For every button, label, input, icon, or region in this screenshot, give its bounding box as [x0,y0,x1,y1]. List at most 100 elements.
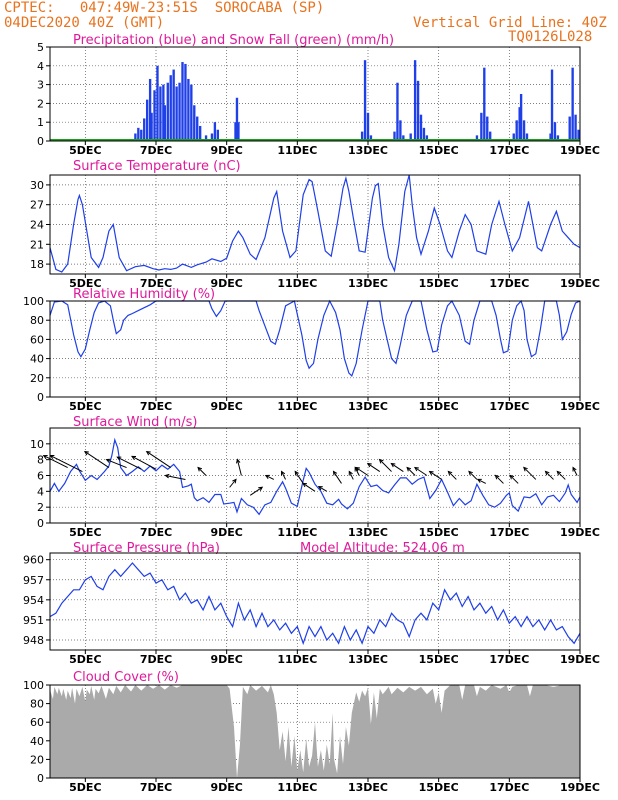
wind-arrow-head [544,470,550,476]
x-tick-label: 17DEC [489,526,529,539]
panel-frame [49,300,581,398]
precip-bar [140,129,143,141]
wind-arrow-head [197,466,203,472]
precip-bar [153,90,156,141]
wind-arrow [355,467,369,476]
panel-title: Surface Wind (m/s) [73,415,197,430]
precip-bar [169,75,172,141]
wind-arrow-head [131,455,137,460]
precip-bar [134,133,137,141]
x-tick-label: 5DEC [69,781,101,794]
x-tick-label: 17DEC [489,653,529,666]
wind-arrow-head [302,482,308,488]
x-tick-label: 13DEC [348,400,388,413]
y-tick-label: 20 [30,753,44,766]
wind-arrow [50,455,83,472]
precip-bar [363,60,367,141]
precip-bar [137,127,140,141]
precip-bar [162,84,165,141]
precip-bar [178,82,181,141]
precip-bar [369,135,373,141]
precip-bar [422,127,426,141]
precip-bar [172,69,175,141]
wind-arrow [43,455,68,469]
precip-bar [399,120,402,141]
wind-arrow [294,471,304,484]
x-tick-label: 9DEC [210,526,242,539]
x-tick-label: 13DEC [348,526,388,539]
wind-arrow [236,459,242,476]
precip-bar [483,67,486,141]
x-tick-label: 19DEC [560,653,600,666]
wind-arrow [302,482,316,492]
wind-arrow-head [294,470,299,476]
wind-arrow-head [348,470,353,476]
wind-arrow [367,463,381,472]
panel-title: Surface Temperature (nC) [73,159,241,174]
y-tick-label: 60 [30,716,44,729]
x-tick-label: 5DEC [69,277,101,290]
panel-title: Surface Pressure (hPa) [73,541,220,556]
precip-bar [413,60,417,141]
y-tick-label: 5 [37,41,44,54]
header-grid-note: Vertical Grid Line: 40Z [413,15,607,31]
precip-bar [553,122,557,141]
header-run-time: 04DEC2020 40Z (GMT) [4,15,165,31]
panel-subtitle: Model Altitude: 524.06 m [300,541,465,556]
y-tick-label: 80 [30,314,44,327]
wind-arrow [146,451,171,468]
wind-arrow-head [413,466,419,472]
series-line [49,174,581,273]
precip-bar [210,133,214,141]
precip-bar [145,99,149,141]
x-tick-label: 15DEC [419,400,459,413]
precip-bar [571,67,574,141]
wind-arrow-head [556,470,562,476]
wind-arrow-head [332,470,338,476]
x-tick-label: 11DEC [277,277,317,290]
y-tick-label: 2 [37,501,44,514]
precip-bar [366,112,370,141]
wind-arrow-head [236,458,241,464]
wind-arrow [265,475,275,480]
y-tick-label: 0 [37,772,44,785]
x-tick-label: 11DEC [277,526,317,539]
wind-arrow-head [447,470,453,476]
wind-arrow-head [145,450,151,456]
y-tick-label: 10 [30,438,44,451]
x-tick-label: 15DEC [419,653,459,666]
wind-arrow [545,471,554,480]
y-tick-label: 0 [37,135,44,148]
wind-arrow-head [476,478,482,483]
precip-bar [216,129,220,141]
precip-bar [159,86,162,141]
x-tick-label: 9DEC [210,144,242,157]
x-tick-label: 17DEC [489,781,529,794]
precip-bar [213,122,217,141]
y-tick-label: 8 [37,454,44,467]
precip-bar [550,69,554,141]
wind-arrow [229,479,237,488]
wind-arrow [406,467,416,476]
series-line [49,437,581,516]
precip-bar [393,131,396,141]
x-tick-label: 9DEC [210,277,242,290]
y-tick-label: 948 [23,634,44,647]
wind-arrow-head [232,478,237,484]
y-tick-label: 40 [30,353,44,366]
wind-arrow-head [406,466,412,472]
y-tick-label: 100 [23,295,44,308]
wind-arrow-head [355,466,361,472]
precip-bar [475,135,479,141]
x-tick-label: 11DEC [277,653,317,666]
y-tick-label: 20 [30,372,44,385]
series-line [49,299,581,377]
wind-arrow [379,459,392,472]
precip-bar [489,131,492,141]
y-tick-label: 40 [30,735,44,748]
x-tick-label: 7DEC [140,144,172,157]
precip-bar [577,129,580,141]
wind-arrow [281,471,287,480]
cloud-area [50,685,580,778]
